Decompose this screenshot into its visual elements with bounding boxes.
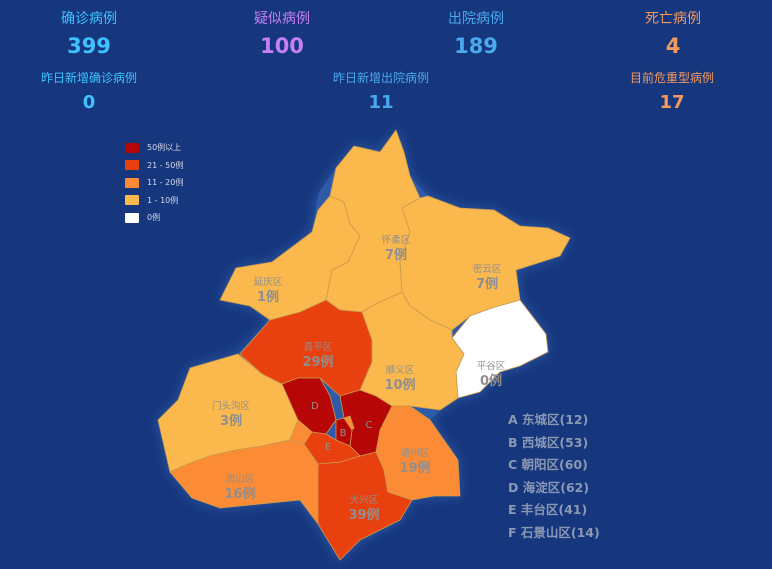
label-shunyi-count: 10例 <box>384 377 415 393</box>
legend-label: 0例 <box>147 213 161 223</box>
critical-value: 17 <box>659 92 685 113</box>
new-confirmed-label: 昨日新增确诊病例 <box>40 71 137 85</box>
key-list-item: E 丰台区(41) <box>508 502 588 517</box>
critical-stat: 目前危重型病例 17 <box>597 69 747 113</box>
label-fangshan-name: 房山区 <box>226 473 255 485</box>
confirmed-stat: 确诊病例 399 <box>14 8 164 58</box>
key-list-item: A 东城区(12) <box>508 412 589 427</box>
region-xicheng[interactable] <box>335 417 353 447</box>
new-discharged-value: 11 <box>368 92 394 113</box>
letter-e: E <box>325 442 331 453</box>
map-regions <box>157 129 571 561</box>
deaths-stat: 死亡病例 4 <box>598 8 748 58</box>
suspected-label: 疑似病例 <box>254 11 310 27</box>
new-confirmed-value: 0 <box>82 92 96 113</box>
key-list-item: C 朝阳区(60) <box>508 457 588 472</box>
legend-swatch <box>125 142 139 153</box>
new-discharged-stat: 昨日新增出院病例 11 <box>306 69 456 113</box>
letter-c: C <box>366 420 373 431</box>
label-shunyi-name: 顺义区 <box>386 365 415 376</box>
label-tongzhou-count: 19例 <box>399 460 430 476</box>
legend-item[interactable]: 11 - 20例 <box>125 174 183 192</box>
map-legend: 50例以上 21 - 50例 11 - 20例 1 - 10例 0例 <box>125 139 183 227</box>
deaths-label: 死亡病例 <box>645 11 701 27</box>
district-key-list: A 东城区(12) B 西城区(53) C 朝阳区(60) D 海淀区(62) E 丰台… <box>508 409 600 544</box>
letter-d: D <box>311 401 319 412</box>
key-list-item: F 石景山区(14) <box>508 524 600 540</box>
label-yanqing-count: 1例 <box>257 289 279 305</box>
legend-label: 50例以上 <box>147 143 182 153</box>
label-tongzhou-name: 通州区 <box>401 448 430 459</box>
label-mentougou-count: 3例 <box>220 413 242 429</box>
key-list-item: B 西城区(53) <box>508 434 589 450</box>
legend-swatch <box>125 160 139 171</box>
label-daxing-name: 大兴区 <box>350 494 379 506</box>
legend-label: 11 - 20例 <box>147 178 184 188</box>
label-miyun-name: 密云区 <box>473 263 502 275</box>
region-shijingshan[interactable] <box>289 419 313 445</box>
region-haidian[interactable] <box>281 377 337 435</box>
confirmed-label: 确诊病例 <box>61 11 117 27</box>
legend-swatch <box>125 195 139 206</box>
label-huairou-count: 7例 <box>385 247 407 263</box>
legend-item[interactable]: 50例以上 <box>125 139 183 157</box>
legend-swatch <box>125 177 139 188</box>
critical-label: 目前危重型病例 <box>629 71 714 85</box>
discharged-stat: 出院病例 189 <box>401 8 551 58</box>
letter-b: B <box>340 428 347 439</box>
label-changping-name: 昌平区 <box>304 342 333 353</box>
new-confirmed-stat: 昨日新增确诊病例 0 <box>14 69 164 113</box>
label-fangshan-count: 16例 <box>224 486 255 502</box>
legend-item[interactable]: 0例 <box>125 209 183 227</box>
key-list-item: D 海淀区(62) <box>508 479 590 495</box>
new-discharged-label: 昨日新增出院病例 <box>332 71 429 85</box>
discharged-value: 189 <box>454 34 498 58</box>
label-yanqing-name: 延庆区 <box>254 276 283 288</box>
legend-label: 1 - 10例 <box>147 195 179 205</box>
suspected-value: 100 <box>260 34 304 58</box>
legend-label: 21 - 50例 <box>147 160 184 170</box>
label-changping-count: 29例 <box>302 354 333 370</box>
label-huairou-name: 怀柔区 <box>382 234 411 246</box>
legend-item[interactable]: 21 - 50例 <box>125 157 183 175</box>
label-miyun-count: 7例 <box>476 276 498 292</box>
legend-item[interactable]: 1 - 10例 <box>125 192 183 210</box>
label-mentougou-name: 门头沟区 <box>212 400 251 412</box>
confirmed-value: 399 <box>67 34 111 58</box>
discharged-label: 出院病例 <box>448 11 504 27</box>
region-miyun[interactable] <box>399 195 571 331</box>
label-pinggu-name: 平谷区 <box>477 361 506 372</box>
deaths-value: 4 <box>665 34 681 58</box>
legend-swatch <box>125 212 139 223</box>
label-pinggu-count: 0例 <box>480 373 502 389</box>
region-shunyi[interactable] <box>359 291 465 411</box>
suspected-stat: 疑似病例 100 <box>207 8 357 58</box>
region-dongcheng[interactable] <box>343 415 355 431</box>
label-daxing-count: 39例 <box>348 507 379 523</box>
